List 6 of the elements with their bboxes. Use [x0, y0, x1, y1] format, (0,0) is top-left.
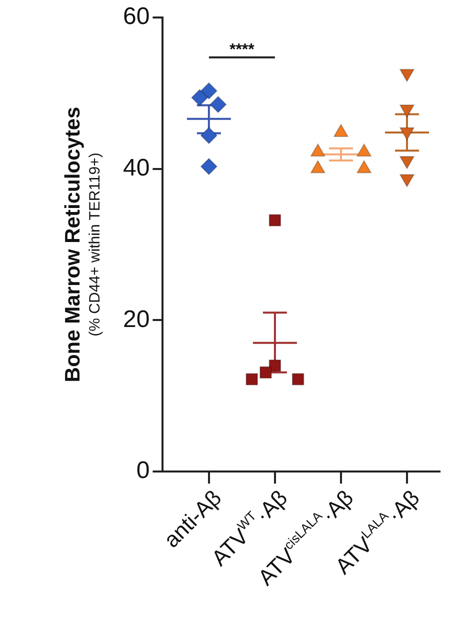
y-tick-label: 60	[122, 3, 150, 30]
y-tick-label: 40	[122, 154, 150, 182]
y-tick-label: 20	[122, 306, 150, 333]
annotation: ****	[229, 41, 256, 58]
y-tick-label: 0	[136, 457, 150, 484]
y-axis-title: Bone Marrow Reticulocytes (% CD44+ within TER119+)	[62, 106, 104, 382]
